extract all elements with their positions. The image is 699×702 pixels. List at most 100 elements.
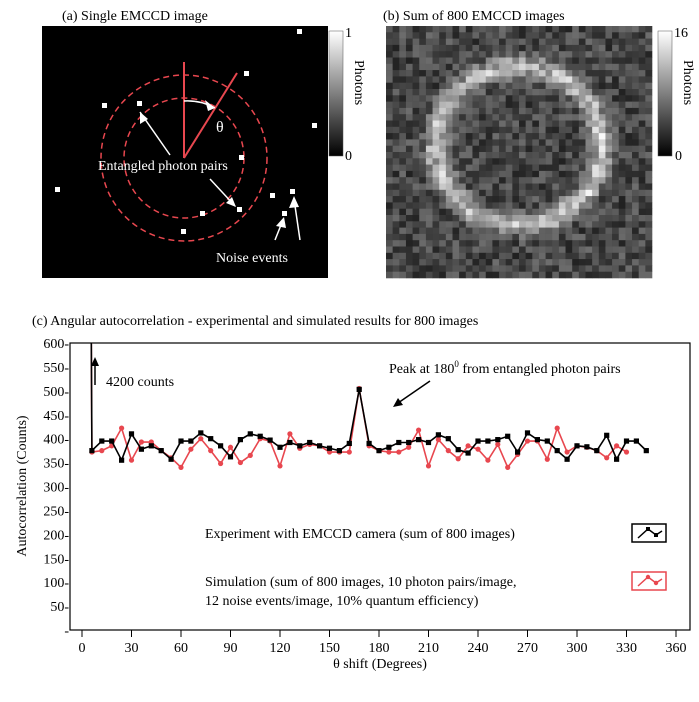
noise-label: Noise events xyxy=(216,251,288,266)
y-tick-label: 200- xyxy=(43,528,69,543)
data-point xyxy=(386,444,392,450)
data-point xyxy=(247,452,253,459)
data-point xyxy=(406,444,412,450)
data-point xyxy=(505,433,511,439)
data-point xyxy=(455,456,461,462)
data-point xyxy=(356,386,362,392)
svg-text:Photons: Photons xyxy=(351,60,366,105)
data-point xyxy=(524,438,531,444)
data-point xyxy=(119,457,125,463)
data-point xyxy=(465,450,471,456)
x-axis-ticks: 0 30 60 90 120 150 180 210 240 270 300 330 360 xyxy=(79,630,687,656)
legend-experiment: Experiment with EMCCD camera (sum of 800… xyxy=(205,527,515,542)
data-point xyxy=(614,456,620,462)
chart: 50-100-150-200-250-300-350-400-450-500-5… xyxy=(15,337,691,672)
data-point xyxy=(594,448,600,454)
plot-frame xyxy=(69,342,691,631)
svg-text:0: 0 xyxy=(675,149,682,164)
data-point xyxy=(138,446,144,452)
data-point xyxy=(277,444,283,450)
data-point xyxy=(386,449,392,455)
data-point xyxy=(604,455,610,461)
x-tick-label: 180 xyxy=(369,641,390,656)
x-tick-label: 30 xyxy=(125,641,139,656)
data-point xyxy=(465,443,471,449)
data-point xyxy=(623,438,630,444)
y-tick-zero-mark: - xyxy=(64,624,69,639)
data-point xyxy=(128,431,135,437)
data-point xyxy=(277,463,283,469)
x-tick-label: 60 xyxy=(174,641,188,656)
data-point xyxy=(247,431,253,437)
y-tick-label: 300- xyxy=(43,481,69,496)
x-tick-label: 300 xyxy=(567,641,588,656)
x-tick-label: 90 xyxy=(224,641,238,656)
data-point xyxy=(188,438,194,444)
caption-a: (a) Single EMCCD image xyxy=(62,9,208,24)
caption-b: (b) Sum of 800 EMCCD images xyxy=(383,9,565,24)
y-axis-label: Autocorrelation (Counts) xyxy=(15,415,30,556)
x-tick-label: 120 xyxy=(270,641,291,656)
counts-label: 4200 counts xyxy=(106,375,174,390)
data-point xyxy=(495,437,501,443)
data-point xyxy=(515,449,521,455)
data-point xyxy=(297,443,303,449)
data-point xyxy=(178,438,184,444)
data-point xyxy=(99,438,105,444)
data-point xyxy=(564,449,570,455)
x-tick-label: 0 xyxy=(79,641,86,656)
data-point xyxy=(425,463,432,469)
data-point xyxy=(574,443,580,449)
data-point xyxy=(396,439,402,446)
data-point xyxy=(633,438,639,444)
series-experiment xyxy=(89,343,649,463)
data-point xyxy=(346,440,352,447)
data-point xyxy=(584,444,590,450)
data-point xyxy=(198,430,204,436)
y-tick-label: 550- xyxy=(43,361,69,376)
pairs-label: Entangled photon pairs xyxy=(98,159,228,174)
x-tick-label: 240 xyxy=(468,641,489,656)
data-point xyxy=(336,448,342,454)
x-axis-label: θ shift (Degrees) xyxy=(333,657,427,672)
series-line xyxy=(90,343,647,463)
y-axis-ticks: 50- 100- 150- 200- 250- 300- 350- 400- 450- 500- 5… xyxy=(43,337,69,639)
legend: Experiment with EMCCD camera (sum of 800… xyxy=(205,523,667,609)
panel-a-image: θ Entangled photon pairs Noise events xyxy=(42,26,328,278)
data-point xyxy=(326,445,333,451)
data-point xyxy=(227,454,234,460)
x-tick-label: 360 xyxy=(666,641,687,656)
data-point xyxy=(168,456,174,462)
data-point xyxy=(604,432,610,438)
peak-label: Peak at 1800 from entangled photon pairs xyxy=(389,359,621,377)
data-point xyxy=(237,459,243,466)
y-tick-label: 600- xyxy=(43,337,69,352)
data-point xyxy=(198,436,204,442)
legend-simulation-swatch xyxy=(631,571,667,591)
data-point xyxy=(287,431,293,437)
data-point xyxy=(524,430,531,436)
x-tick-label: 270 xyxy=(517,641,538,656)
data-point xyxy=(267,437,273,443)
caption-c: (c) Angular autocorrelation - experiment… xyxy=(32,314,478,329)
data-point xyxy=(445,436,451,442)
data-point xyxy=(158,448,164,454)
data-point xyxy=(148,443,154,449)
data-point xyxy=(554,425,560,431)
data-point xyxy=(376,448,382,454)
data-point xyxy=(534,437,540,443)
data-point xyxy=(406,439,412,446)
data-point xyxy=(89,448,95,454)
data-point xyxy=(485,438,491,444)
data-point xyxy=(178,464,184,470)
data-point xyxy=(208,448,214,454)
data-point xyxy=(119,425,125,431)
data-point xyxy=(99,448,105,454)
y-tick-label: 400- xyxy=(43,433,69,448)
data-point xyxy=(475,438,481,444)
colorbar-b: 16 0 Photons xyxy=(657,26,695,164)
data-point xyxy=(564,456,570,462)
y-tick-label: 100- xyxy=(43,576,69,591)
data-point xyxy=(317,443,323,449)
theta-label: θ xyxy=(216,119,224,136)
